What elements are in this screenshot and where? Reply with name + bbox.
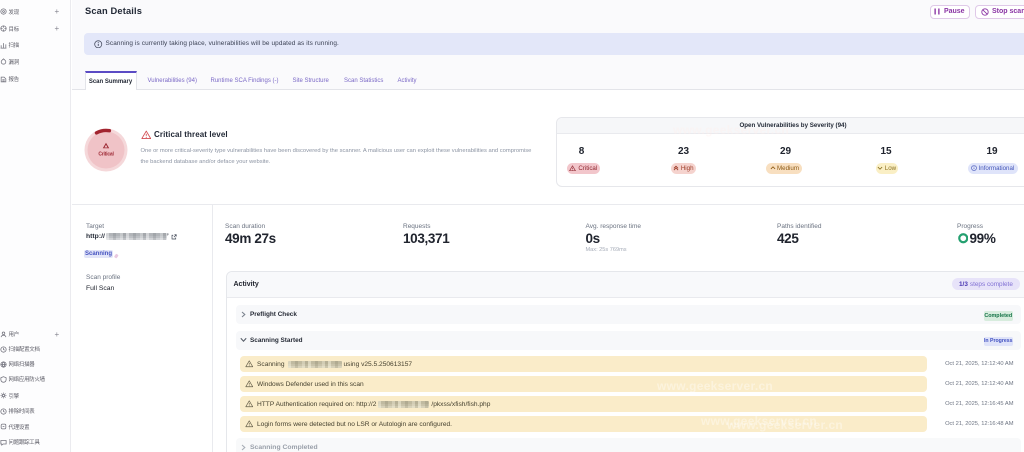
svg-text:Critical: Critical — [98, 151, 114, 157]
